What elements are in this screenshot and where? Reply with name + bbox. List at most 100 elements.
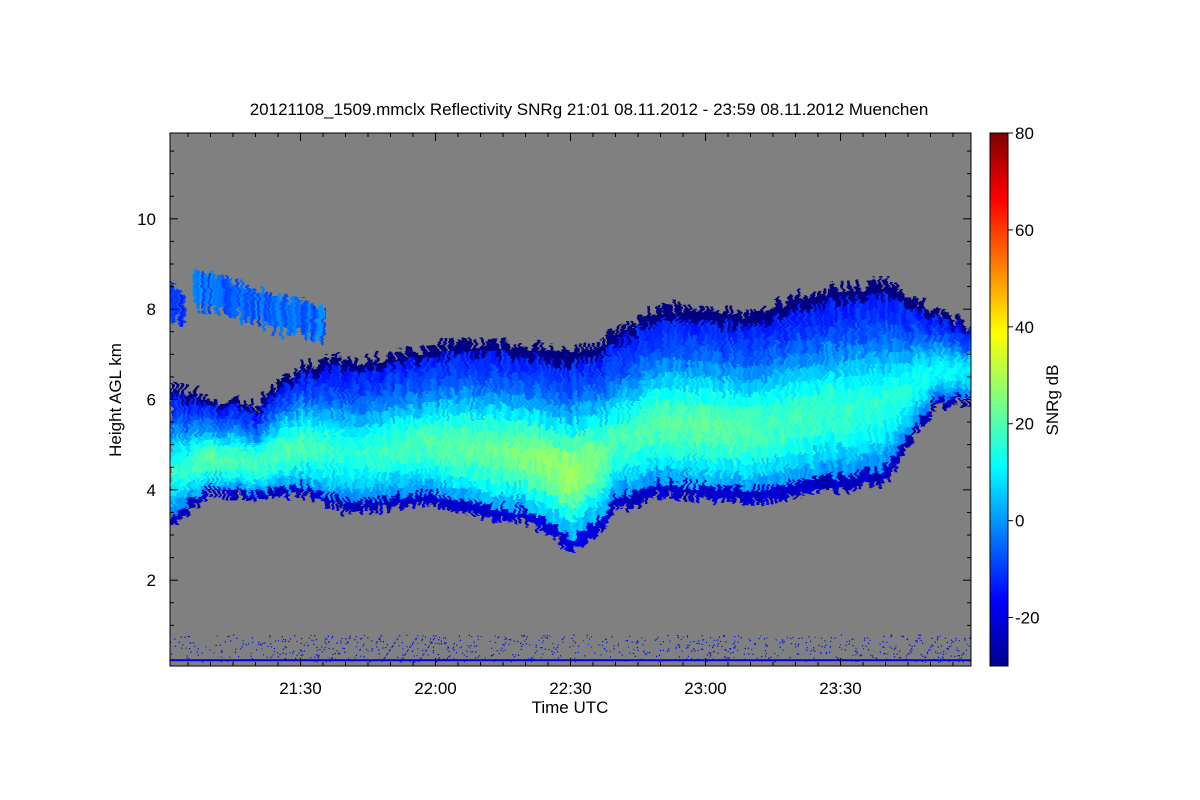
cloud-cell bbox=[397, 447, 401, 460]
cloud-cell bbox=[539, 389, 542, 403]
cloud-cell bbox=[651, 338, 655, 353]
cloud-cell bbox=[377, 463, 380, 475]
cloud-cell bbox=[507, 445, 511, 460]
cloud-cell bbox=[392, 411, 396, 423]
cloud-cell bbox=[329, 415, 333, 427]
cloud-cell bbox=[908, 319, 911, 331]
cloud-cell bbox=[737, 362, 740, 378]
cloud-cell bbox=[692, 447, 695, 463]
cloud-cell bbox=[910, 404, 914, 416]
cloud-cell bbox=[368, 474, 371, 486]
cloud-cell bbox=[903, 384, 907, 397]
cloud-cell bbox=[419, 375, 423, 387]
cloud-cell bbox=[899, 410, 902, 423]
cloud-cell bbox=[815, 379, 819, 394]
cloud-cell bbox=[264, 487, 268, 496]
cloud-cell bbox=[892, 312, 896, 326]
cloud-cell bbox=[660, 337, 664, 352]
cloud-cell bbox=[685, 446, 689, 462]
cloud-cell bbox=[593, 440, 596, 455]
cloud-cell bbox=[377, 484, 380, 495]
cloud-cell bbox=[752, 312, 756, 327]
cloud-cell bbox=[890, 376, 893, 391]
cloud-cell bbox=[892, 299, 896, 313]
cloud-cell bbox=[395, 427, 398, 440]
cloud-cell bbox=[725, 332, 729, 348]
cloud-cell bbox=[541, 449, 545, 463]
cloud-cell bbox=[217, 450, 221, 458]
cloud-cell bbox=[921, 352, 925, 363]
cloud-cell bbox=[631, 338, 635, 352]
cloud-cell bbox=[525, 487, 529, 502]
cloud-cell bbox=[651, 484, 655, 499]
cloud-cell bbox=[181, 413, 185, 423]
cloud-cell bbox=[665, 387, 668, 402]
cloud-cell bbox=[210, 457, 214, 465]
cloud-cell bbox=[784, 458, 788, 474]
cloud-cell bbox=[557, 392, 560, 406]
cloud-cell bbox=[320, 470, 324, 482]
cloud-cell bbox=[581, 474, 585, 490]
cloud-cell bbox=[557, 352, 560, 367]
cloud-cell bbox=[356, 447, 360, 460]
cloud-cell bbox=[752, 405, 756, 420]
cloud-cell bbox=[851, 472, 855, 488]
cloud-cell bbox=[694, 349, 698, 363]
cloud-cell bbox=[640, 447, 644, 462]
cloud-cell bbox=[739, 446, 743, 461]
cloud-cell bbox=[273, 407, 277, 416]
cloud-cell bbox=[912, 396, 916, 407]
cloud-cell bbox=[770, 471, 774, 486]
cloud-cell bbox=[759, 435, 763, 451]
cloud-cell bbox=[280, 428, 284, 438]
cloud-cell bbox=[381, 443, 385, 455]
cloud-cell bbox=[174, 391, 178, 403]
cloud-cell bbox=[455, 403, 459, 416]
cloud-cell bbox=[365, 355, 369, 368]
cloud-cell bbox=[197, 428, 200, 437]
cloud-cell bbox=[635, 389, 639, 403]
cloud-cell bbox=[689, 324, 693, 339]
cloud-cell bbox=[968, 355, 971, 362]
cloud-cell bbox=[917, 322, 920, 333]
cloud-cell bbox=[206, 418, 209, 426]
cloud-cell bbox=[647, 320, 650, 336]
cloud-cell bbox=[239, 417, 243, 425]
cloud-cell bbox=[890, 403, 893, 418]
cloud-cell bbox=[734, 328, 738, 342]
cloud-cell bbox=[579, 530, 583, 546]
cloud-cell bbox=[464, 451, 468, 465]
cloud-cell bbox=[881, 414, 884, 429]
cloud-cell bbox=[705, 360, 709, 375]
cloud-cell bbox=[750, 407, 754, 423]
cloud-cell bbox=[613, 431, 617, 444]
cloud-cell bbox=[613, 492, 617, 506]
cloud-cell bbox=[374, 374, 378, 387]
cloud-cell bbox=[705, 346, 709, 362]
cloud-cell bbox=[251, 427, 254, 436]
cloud-cell bbox=[426, 438, 430, 451]
cloud-cell bbox=[437, 362, 441, 375]
cloud-cell bbox=[287, 446, 290, 457]
cloud-cell bbox=[255, 441, 259, 449]
cloud-cell bbox=[588, 413, 592, 428]
cloud-cell bbox=[599, 452, 603, 467]
cloud-cell bbox=[937, 342, 941, 351]
cloud-cell bbox=[851, 388, 855, 404]
cloud-cell bbox=[539, 364, 542, 378]
cloud-cell bbox=[428, 456, 432, 469]
cloud-cell bbox=[678, 486, 682, 502]
cloud-cell bbox=[725, 444, 729, 460]
cloud-cell bbox=[446, 430, 450, 443]
cloud-cell bbox=[874, 322, 878, 338]
cloud-cell bbox=[476, 430, 479, 444]
cloud-cell bbox=[869, 384, 873, 400]
cloud-cell bbox=[964, 353, 968, 360]
cloud-cell bbox=[642, 330, 646, 345]
cloud-cell bbox=[795, 481, 799, 497]
cloud-cell bbox=[723, 364, 727, 379]
cloud-cell bbox=[487, 364, 491, 378]
cloud-cell bbox=[365, 466, 369, 478]
cloud-cell bbox=[595, 481, 599, 496]
cloud-cell bbox=[428, 346, 432, 358]
